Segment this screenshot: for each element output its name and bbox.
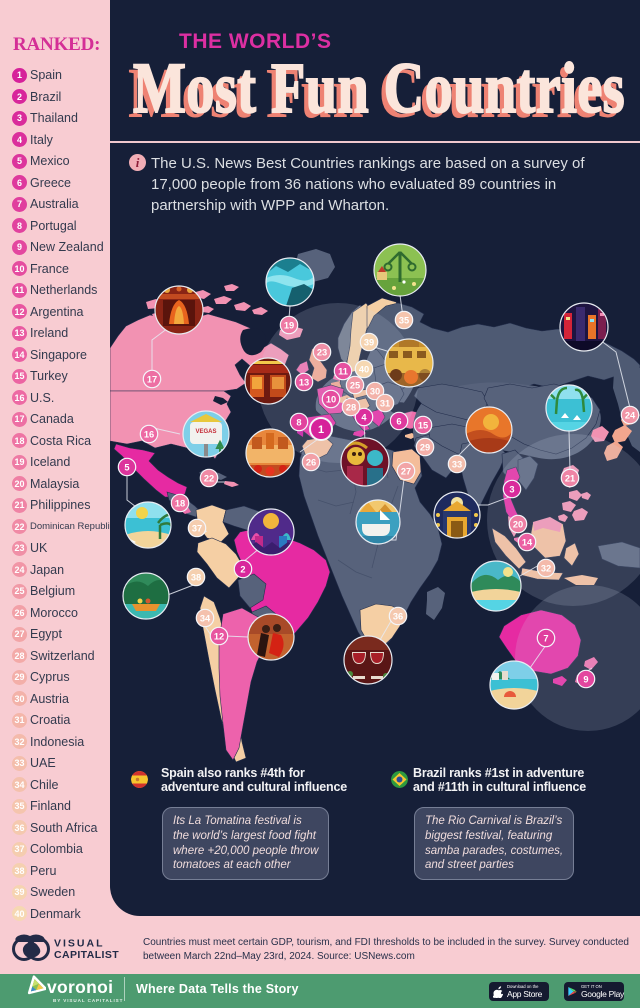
svg-text:19: 19 [284, 320, 294, 330]
svg-text:36: 36 [393, 611, 403, 621]
svg-text:40: 40 [359, 364, 369, 374]
svg-text:35: 35 [399, 315, 409, 325]
svg-text:6: 6 [396, 416, 401, 426]
svg-text:9: 9 [583, 674, 588, 684]
svg-text:32: 32 [541, 563, 551, 573]
svg-text:4: 4 [361, 412, 367, 422]
svg-text:21: 21 [565, 473, 575, 483]
svg-text:33: 33 [452, 459, 462, 469]
svg-text:11: 11 [338, 366, 348, 376]
svg-text:12: 12 [214, 631, 224, 641]
svg-text:8: 8 [296, 417, 301, 427]
svg-text:15: 15 [418, 420, 428, 430]
svg-text:10: 10 [326, 394, 336, 404]
svg-text:14: 14 [522, 537, 533, 547]
svg-text:2: 2 [240, 564, 245, 574]
svg-text:VEGAS: VEGAS [195, 429, 216, 435]
svg-text:28: 28 [346, 402, 356, 412]
svg-text:17: 17 [147, 374, 157, 384]
svg-text:5: 5 [124, 462, 129, 472]
svg-text:26: 26 [306, 457, 316, 467]
svg-text:31: 31 [380, 398, 390, 408]
svg-text:16: 16 [144, 429, 154, 439]
svg-text:24: 24 [625, 410, 636, 420]
svg-text:29: 29 [420, 442, 430, 452]
svg-text:23: 23 [317, 347, 327, 357]
svg-text:27: 27 [401, 466, 411, 476]
svg-text:34: 34 [200, 613, 211, 623]
svg-text:37: 37 [192, 523, 202, 533]
svg-text:VISUAL: VISUAL [54, 938, 105, 950]
svg-text:39: 39 [364, 337, 374, 347]
svg-text:22: 22 [204, 473, 214, 483]
svg-text:3: 3 [509, 484, 514, 494]
svg-text:30: 30 [370, 386, 380, 396]
svg-text:25: 25 [350, 380, 360, 390]
svg-text:7: 7 [543, 633, 548, 643]
svg-text:CAPITALIST: CAPITALIST [54, 949, 119, 961]
svg-text:13: 13 [299, 377, 309, 387]
svg-text:1: 1 [318, 424, 324, 436]
svg-text:20: 20 [513, 519, 523, 529]
svg-text:38: 38 [191, 572, 201, 582]
svg-text:18: 18 [175, 498, 185, 508]
